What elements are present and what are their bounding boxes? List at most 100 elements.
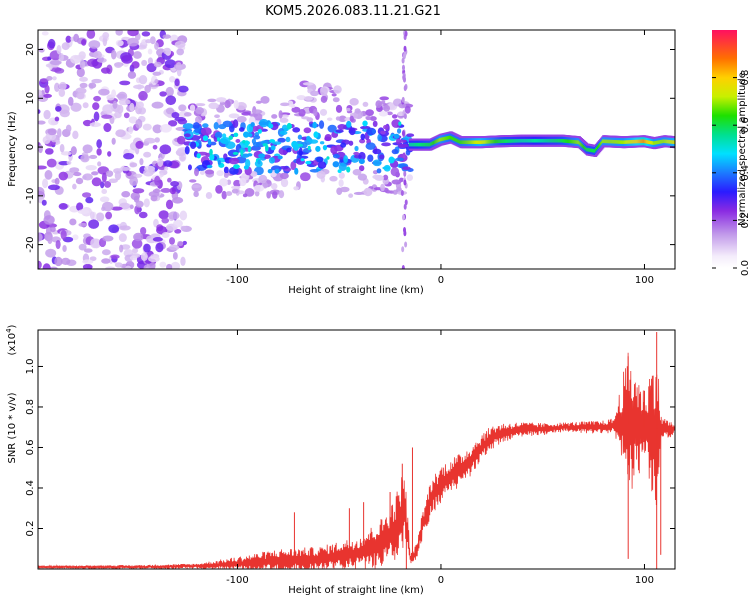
spectrogram-blob: [99, 196, 110, 203]
spectrogram-blob: [165, 95, 177, 106]
spectrogram-blob: [236, 116, 247, 123]
spectrogram-blob: [162, 34, 171, 39]
spectrogram-blob: [272, 141, 282, 145]
spectrogram-blob: [172, 251, 178, 260]
spectrogram-blob: [228, 113, 240, 119]
spectrogram-blob: [101, 188, 108, 195]
spectrogram-blob: [304, 96, 313, 101]
spectrogram-blob: [138, 211, 148, 219]
spectrogram-blob: [46, 75, 53, 81]
spectrogram-blob: [78, 243, 87, 251]
spectrogram-blob: [169, 187, 176, 195]
spectrogram-blob: [189, 141, 197, 149]
spectrogram-xlabel: Height of straight line (km): [288, 285, 424, 296]
spectrogram-blob: [70, 146, 77, 156]
spectrogram-blob: [189, 179, 197, 183]
spectrogram-blob: [129, 176, 139, 187]
spectrogram-y-tick-label: 20: [25, 43, 36, 56]
spectrogram-blob: [353, 151, 360, 156]
spectrogram-blob: [86, 30, 96, 39]
spectrogram-blob: [354, 108, 361, 114]
spectrogram-blob: [372, 148, 382, 155]
spectrogram-blob: [316, 156, 324, 163]
spectrogram-blob: [69, 167, 80, 173]
spectrogram-blob: [115, 30, 123, 36]
spectrogram-blob: [235, 138, 241, 143]
spectrogram-blob: [47, 236, 53, 245]
spectrogram-blob: [159, 144, 172, 155]
spectrogram-blob: [222, 133, 227, 139]
spectrogram-streak: [402, 152, 406, 159]
spectrogram-blob: [367, 154, 374, 162]
spectrogram-hot-spot: [269, 139, 276, 143]
spectrogram-blob: [77, 209, 90, 215]
spectrogram-blob: [349, 98, 359, 106]
spectrogram-blob: [199, 170, 206, 175]
spectrogram-blob: [154, 42, 159, 50]
spectrogram-blob: [360, 125, 371, 130]
spectrogram-blob: [279, 172, 289, 180]
spectrogram-blob: [103, 123, 112, 133]
spectrogram-blob: [223, 166, 229, 174]
spectrogram-blob: [381, 142, 391, 147]
spectrogram-blob: [148, 255, 160, 263]
figure-title: KOM5.2026.083.11.21.G21: [265, 4, 441, 19]
spectrogram-blob: [82, 263, 93, 269]
spectrogram-hot-spot: [300, 158, 305, 162]
spectrogram-blob: [153, 61, 162, 68]
spectrogram-blob: [391, 114, 398, 119]
spectrogram-blob: [81, 38, 87, 46]
spectrogram-blob: [155, 242, 164, 253]
spectrogram-blob: [161, 232, 170, 238]
spectrogram-blob: [391, 148, 399, 155]
spectrogram-hot-spot: [337, 169, 342, 174]
spectrogram-blob: [101, 172, 107, 183]
spectrogram-blob: [255, 100, 262, 104]
spectrogram-blob: [233, 179, 242, 188]
spectrogram-blob: [44, 84, 50, 94]
spectrogram-blob: [262, 181, 268, 189]
spectrogram-blob: [372, 159, 382, 167]
spectrogram-blob: [260, 95, 270, 104]
spectrogram-blob: [338, 172, 345, 179]
spectrogram-blob: [233, 100, 239, 109]
spectrogram-blob: [253, 135, 261, 140]
spectrogram-blob: [135, 200, 144, 208]
spectrogram-blob: [105, 170, 114, 177]
spectrogram-blob: [43, 93, 52, 98]
spectrogram-blob: [88, 219, 100, 229]
spectrogram-hot-spot: [398, 121, 402, 126]
spectrogram-blob: [70, 54, 82, 64]
spectrogram-blob: [119, 80, 131, 86]
spectrogram-blob: [228, 157, 240, 165]
snr-y-tick-label: 0.6: [25, 440, 36, 456]
spectrogram-blob: [111, 137, 116, 145]
spectrogram-blob: [183, 112, 192, 117]
spectrogram-blob: [159, 91, 167, 97]
spectrogram-hot-spot: [257, 159, 261, 165]
spectrogram-blob: [127, 37, 139, 47]
spectrogram-x-tick-label: 100: [635, 275, 654, 286]
spectrogram-blob: [182, 240, 187, 245]
spectrogram-hot-spot: [358, 158, 365, 165]
spectrogram-blob: [296, 95, 306, 101]
spectrogram-hot-spot: [291, 140, 298, 148]
spectrogram-blob: [108, 178, 118, 184]
spectrogram-blob: [143, 169, 154, 177]
spectrogram-hot-spot: [346, 120, 352, 128]
spectrogram-hot-spot: [268, 123, 274, 129]
colorbar-tick-label: 0.4: [740, 165, 750, 181]
spectrogram-blob: [61, 42, 70, 51]
spectrogram-blob: [281, 114, 289, 118]
spectrogram-streak: [400, 189, 404, 196]
spectrogram-hot-spot: [346, 166, 351, 173]
spectrogram-blob: [62, 244, 67, 252]
spectrogram-blob: [165, 107, 175, 115]
spectrogram-blob: [216, 170, 224, 177]
spectrogram-streak: [401, 96, 405, 103]
spectrogram-blob: [302, 82, 314, 86]
spectrogram-streak: [403, 113, 407, 120]
spectrogram-blob: [119, 244, 124, 253]
spectrogram-blob: [91, 78, 103, 84]
spectrogram-blob: [205, 192, 213, 200]
